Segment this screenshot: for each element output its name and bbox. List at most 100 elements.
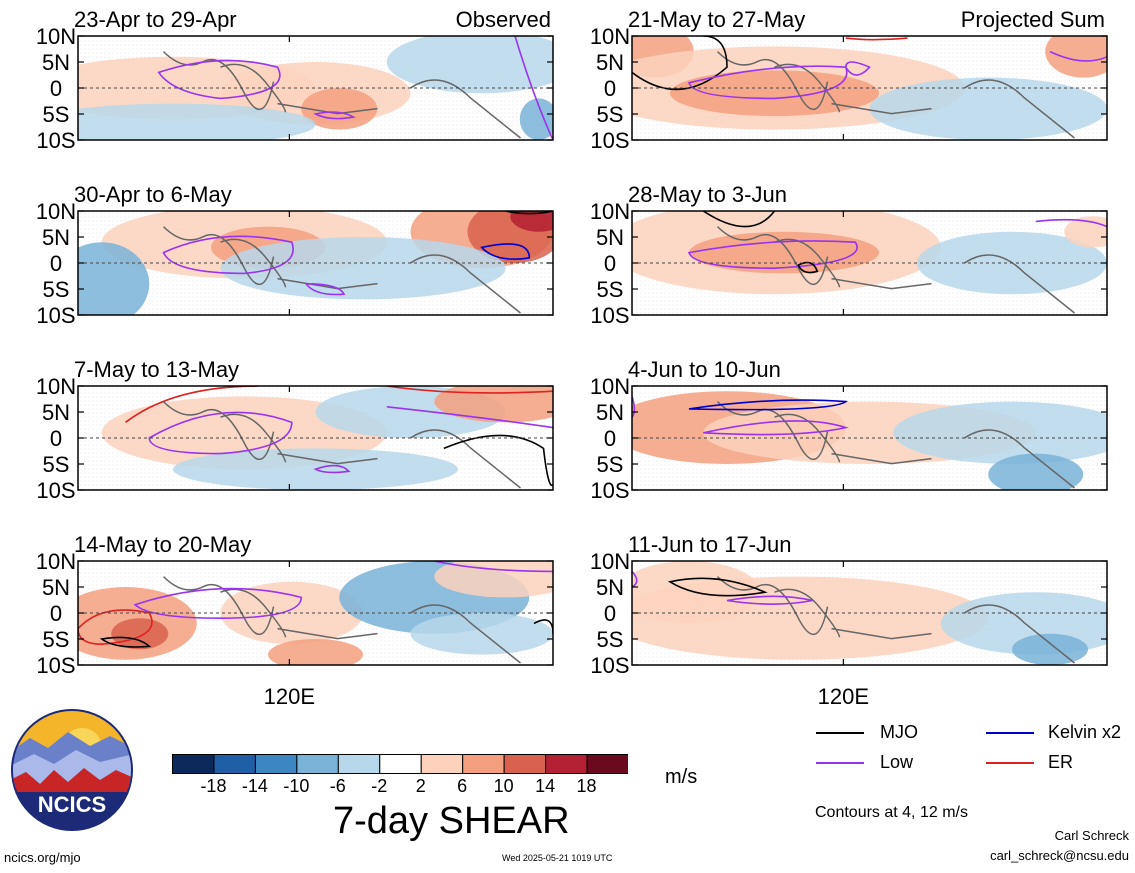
colorbar-box xyxy=(337,754,381,774)
shear-shading-region xyxy=(1012,633,1088,665)
legend-line-mjo xyxy=(816,732,864,734)
y-tick-label: 5S xyxy=(43,452,70,477)
author-email[interactable]: carl_schreck@ncsu.edu xyxy=(990,848,1129,863)
colorbar-box xyxy=(213,754,256,774)
coastline xyxy=(162,51,521,139)
mjo-contour xyxy=(443,434,553,487)
y-tick-label: 10S xyxy=(590,653,629,678)
mjo-contour xyxy=(797,261,819,274)
low-contour xyxy=(844,61,871,76)
legend-label-kelvin: Kelvin x2 xyxy=(1048,722,1122,742)
y-tick-label: 10N xyxy=(36,549,76,574)
y-tick-label: 10N xyxy=(36,199,76,224)
y-tick-label: 10N xyxy=(590,24,630,49)
y-tick-label: 0 xyxy=(50,601,62,626)
coastline xyxy=(162,401,521,489)
y-tick-label: 5S xyxy=(597,627,624,652)
colorbar-tick-label: -10 xyxy=(283,776,310,796)
y-tick-label: 10S xyxy=(36,478,75,503)
colorbar-box xyxy=(296,754,339,774)
shear-shading-region xyxy=(301,88,378,130)
y-tick-label: 10N xyxy=(590,549,630,574)
y-tick-label: 5N xyxy=(42,575,70,600)
coastline xyxy=(162,576,521,664)
panel-title: 21-May to 27-May xyxy=(628,7,805,32)
kelvin-contour xyxy=(688,399,849,411)
shear-shading-region xyxy=(410,613,553,655)
y-tick-label: 10N xyxy=(590,374,630,399)
colorbar-box xyxy=(420,754,464,774)
low-contour xyxy=(313,111,356,120)
y-tick-label: 0 xyxy=(50,76,62,101)
colorbar-tick-label: 2 xyxy=(415,776,426,796)
low-contour xyxy=(1035,218,1107,228)
shear-shading-region xyxy=(78,242,150,315)
low-contour xyxy=(162,235,294,275)
colorbar-box xyxy=(379,754,422,774)
low-contour xyxy=(133,587,303,620)
shear-shading-region xyxy=(434,386,553,423)
timestamp: Wed 2025-05-21 1019 UTC xyxy=(502,853,613,863)
y-tick-label: 10S xyxy=(590,478,629,503)
shear-shading-region xyxy=(510,211,553,232)
y-tick-label: 10N xyxy=(590,199,630,224)
colorbar-box xyxy=(586,754,628,774)
column-label: Observed xyxy=(456,7,551,32)
y-tick-label: 5N xyxy=(596,575,624,600)
low-contour xyxy=(687,65,848,100)
low-contour xyxy=(703,420,849,436)
shear-shading-region xyxy=(869,77,1107,140)
y-tick-label: 5S xyxy=(43,102,70,127)
low-contour xyxy=(386,406,553,429)
colorbar-box xyxy=(462,754,505,774)
panel-title: 14-May to 20-May xyxy=(74,532,251,557)
colorbar-box xyxy=(172,754,215,774)
shear-shading-region xyxy=(434,561,553,598)
colorbar xyxy=(172,754,628,774)
y-tick-label: 0 xyxy=(604,601,616,626)
legend-line-kelvin xyxy=(986,732,1034,734)
low-contour xyxy=(687,240,858,270)
colorbar-tick-label: -14 xyxy=(241,776,268,796)
shear-shading-region xyxy=(632,561,761,624)
colorbar-box xyxy=(254,754,298,774)
mjo-contour xyxy=(632,36,728,91)
y-tick-label: 10N xyxy=(36,24,76,49)
logo-text: NCICS xyxy=(38,792,106,817)
y-tick-label: 5N xyxy=(42,400,70,425)
low-contour xyxy=(632,570,638,588)
er-contour xyxy=(386,386,553,394)
contours-note: Contours at 4, 12 m/s xyxy=(815,804,968,821)
panel-title: 7-May to 13-May xyxy=(74,357,239,382)
coastline xyxy=(162,226,521,314)
mjo-contour xyxy=(667,577,768,597)
legend-line-er xyxy=(986,762,1034,764)
y-tick-label: 5S xyxy=(43,277,70,302)
author: Carl Schreck xyxy=(1054,828,1129,843)
y-tick-label: 0 xyxy=(50,426,62,451)
low-contour xyxy=(434,561,553,573)
low-contour xyxy=(157,59,281,100)
panel-title: 28-May to 3-Jun xyxy=(628,182,787,207)
shear-shading-region xyxy=(893,401,1107,464)
y-tick-label: 5S xyxy=(43,627,70,652)
shear-shading-region xyxy=(1064,216,1107,248)
y-tick-label: 10S xyxy=(36,128,75,153)
mjo-contour xyxy=(99,636,152,648)
kelvin-contour xyxy=(480,243,531,260)
shear-shading-region xyxy=(268,639,363,665)
shear-shading-region xyxy=(988,453,1084,490)
y-tick-label: 5S xyxy=(597,102,624,127)
colorbar-tick-label: 14 xyxy=(535,776,556,796)
y-tick-label: 0 xyxy=(50,251,62,276)
site-link[interactable]: ncics.org/mjo xyxy=(4,850,81,865)
legend-label-low: Low xyxy=(880,752,914,772)
colorbar-tick-label: -18 xyxy=(200,776,227,796)
y-tick-label: 5N xyxy=(42,225,70,250)
